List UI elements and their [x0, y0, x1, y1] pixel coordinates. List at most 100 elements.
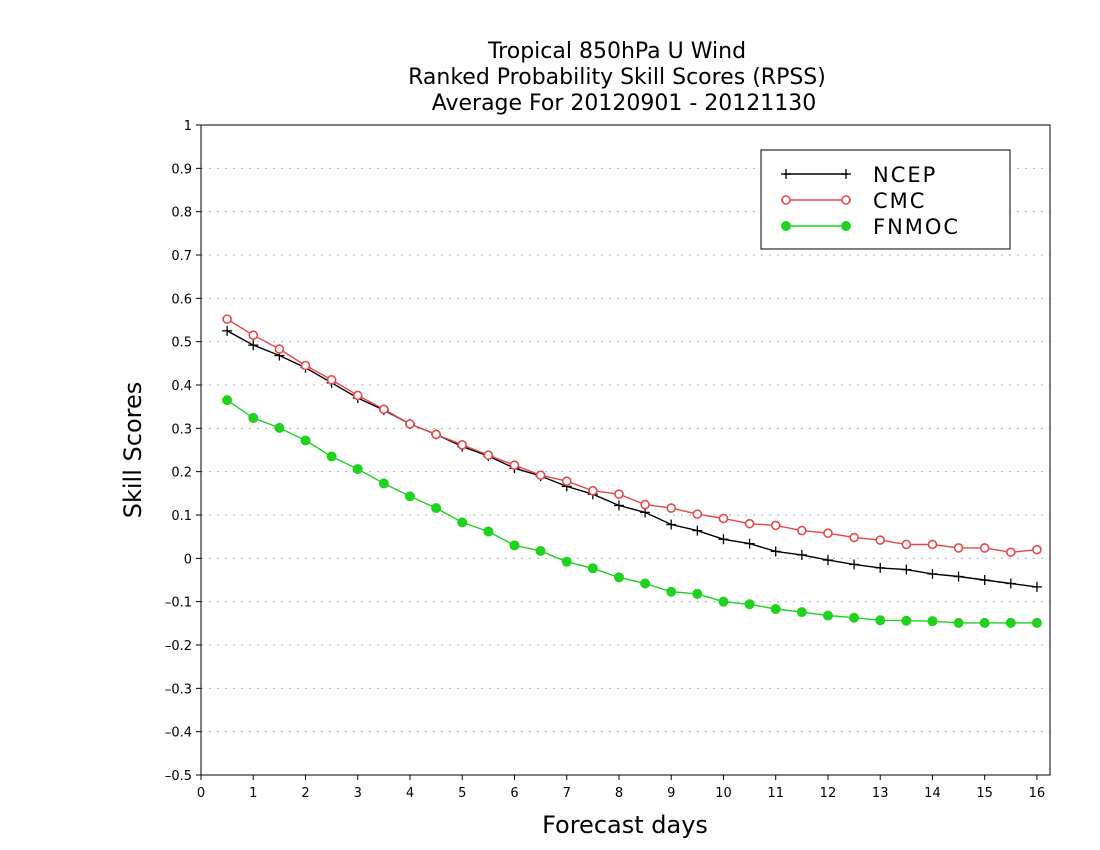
data-point-cmc [457, 439, 468, 450]
x-tick-label: 9 [667, 786, 675, 801]
data-point-fnmoc [744, 599, 755, 610]
legend-marker-fnmoc [841, 221, 851, 231]
data-point-ncep [901, 564, 912, 575]
y-tick-label: 0.7 [171, 249, 192, 264]
data-point-fnmoc [535, 545, 546, 556]
y-axis-label: Skill Scores [119, 382, 147, 519]
series-ncep [222, 325, 1042, 592]
y-tick-label: –0.1 [165, 596, 192, 611]
data-point-ncep [1031, 581, 1042, 592]
y-tick-label: 0.6 [171, 292, 192, 307]
legend-item-ncep: NCEP [781, 163, 937, 187]
data-point-cmc [927, 539, 938, 550]
data-point-ncep [979, 575, 990, 585]
data-point-cmc [849, 532, 859, 543]
data-point-fnmoc [1031, 617, 1042, 628]
x-tick-label: 5 [458, 786, 466, 801]
data-point-ncep [849, 559, 860, 570]
data-point-cmc [483, 450, 494, 461]
data-point-cmc [405, 419, 415, 429]
x-tick-label: 1 [249, 786, 257, 801]
legend-label-fnmoc: FNMOC [873, 215, 960, 239]
x-axis-label: Forecast days [542, 811, 708, 839]
data-point-cmc [744, 518, 755, 529]
legend-marker-cmc [781, 195, 791, 205]
data-point-fnmoc [979, 617, 990, 628]
data-point-ncep [613, 500, 624, 511]
data-point-ncep [692, 525, 703, 536]
x-tick-label: 12 [820, 786, 837, 801]
legend-marker-ncep [781, 169, 791, 179]
data-point-cmc [1032, 544, 1042, 555]
data-point-ncep [953, 571, 964, 582]
data-point-fnmoc [587, 563, 598, 574]
y-tick-label: 0 [184, 552, 192, 567]
data-point-cmc [431, 429, 441, 440]
legend-label-ncep: NCEP [873, 163, 937, 187]
data-point-ncep [248, 340, 259, 351]
chart-title-line-2: Ranked Probability Skill Scores (RPSS) [408, 65, 826, 90]
data-point-cmc [379, 404, 389, 415]
data-point-cmc [535, 470, 546, 480]
series-line-fnmoc [226, 399, 1037, 624]
x-tick-label: 16 [1029, 786, 1046, 801]
data-point-cmc [561, 476, 572, 487]
data-point-cmc [300, 360, 311, 371]
x-tick-label: 7 [563, 786, 571, 801]
data-point-fnmoc [326, 451, 337, 462]
x-tick-label: 10 [715, 786, 732, 801]
y-tick-label: –0.5 [165, 769, 192, 784]
data-point-fnmoc [640, 578, 651, 589]
data-point-ncep [927, 568, 938, 579]
chart-title: Tropical 850hPa U Wind Ranked Probabilit… [408, 39, 826, 116]
data-point-cmc [666, 503, 677, 513]
data-point-cmc [797, 525, 807, 536]
legend-item-fnmoc: FNMOC [781, 215, 960, 239]
axis-ticks: –0.5 –0.4 –0.3 –0.2 –0.1 0 0.1 0.2 0.3 0.4 0.5 0.6 0… [165, 119, 1045, 801]
data-point-fnmoc [509, 540, 520, 551]
data-point-fnmoc [953, 617, 964, 628]
data-point-cmc [222, 314, 232, 324]
data-point-fnmoc [404, 491, 415, 502]
data-point-fnmoc [248, 412, 259, 423]
y-tick-label: 0.1 [171, 509, 192, 524]
data-point-cmc [953, 543, 964, 553]
x-tick-label: 14 [924, 786, 941, 801]
legend-label-cmc: CMC [873, 189, 926, 213]
data-point-fnmoc [927, 616, 938, 627]
x-tick-label: 4 [406, 786, 414, 801]
data-point-fnmoc [483, 526, 494, 537]
y-tick-label: 0.5 [171, 336, 192, 351]
data-point-cmc [614, 489, 624, 500]
data-point-fnmoc [849, 612, 860, 623]
data-point-fnmoc [457, 517, 468, 528]
data-point-cmc [352, 390, 363, 401]
data-point-fnmoc [875, 615, 886, 626]
y-tick-label: 0.4 [171, 379, 192, 394]
data-point-fnmoc [613, 572, 624, 583]
data-point-fnmoc [222, 395, 233, 406]
data-point-ncep [222, 325, 233, 336]
data-point-fnmoc [431, 503, 442, 514]
y-tick-label: 0.3 [171, 422, 192, 437]
data-point-fnmoc [822, 610, 833, 621]
data-point-cmc [692, 509, 703, 519]
gridlines [201, 167, 1050, 733]
data-point-cmc [588, 485, 598, 496]
data-point-cmc [509, 460, 520, 470]
data-point-fnmoc [274, 422, 285, 433]
x-tick-label: 13 [872, 786, 889, 801]
chart-title-line-3: Average For 20120901 - 20121130 [432, 91, 817, 116]
data-point-cmc [823, 528, 833, 539]
legend-marker-cmc [841, 195, 851, 205]
data-point-cmc [718, 513, 729, 524]
y-tick-label: –0.3 [165, 682, 192, 697]
x-tick-label: 15 [976, 786, 993, 801]
y-tick-label: –0.2 [165, 639, 192, 654]
series-fnmoc [222, 395, 1042, 628]
series-line-cmc [226, 318, 1037, 554]
data-point-fnmoc [718, 596, 729, 607]
x-tick-label: 2 [301, 786, 309, 801]
